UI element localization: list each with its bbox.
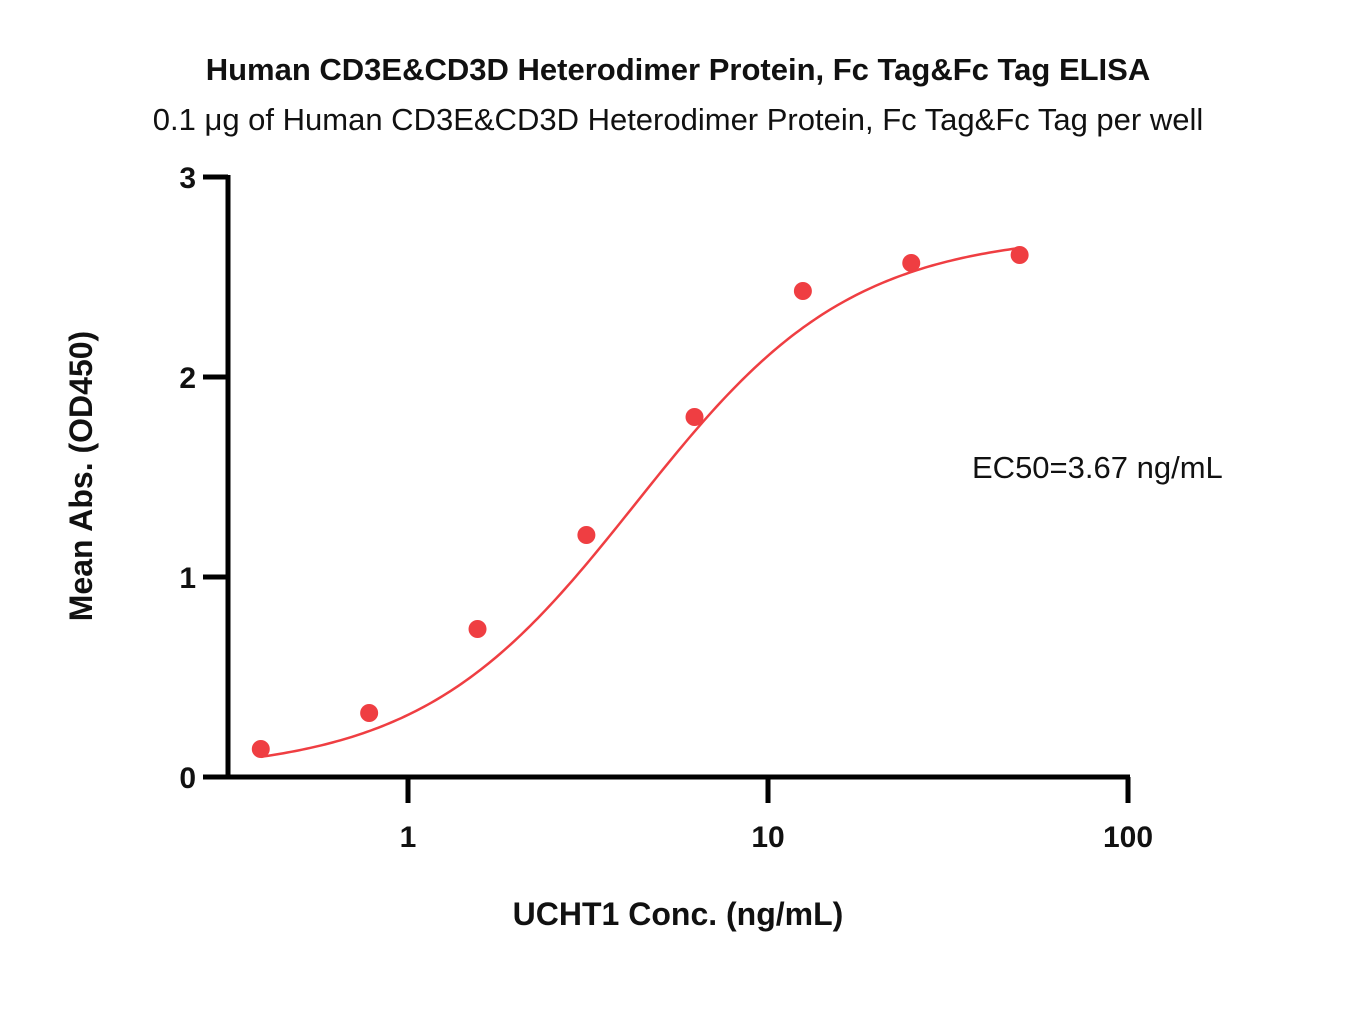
chart-title: Human CD3E&CD3D Heterodimer Protein, Fc … [206, 52, 1151, 87]
ec50-annotation: EC50=3.67 ng/mL [972, 450, 1223, 485]
x-axis-label: UCHT1 Conc. (ng/mL) [513, 896, 844, 932]
data-points [251, 246, 1029, 758]
y-tick-label: 1 [179, 562, 196, 595]
y-tick-label: 2 [179, 362, 196, 395]
data-point [793, 282, 812, 300]
axes [205, 175, 1130, 780]
y-tick-label: 0 [179, 762, 196, 795]
x-tick-label: 10 [751, 821, 784, 854]
fit-curve [260, 246, 1020, 759]
data-point [468, 620, 487, 638]
chart-subtitle: 0.1 μg of Human CD3E&CD3D Heterodimer Pr… [153, 102, 1204, 137]
x-tick-label: 1 [400, 821, 417, 854]
y-axis-label: Mean Abs. (OD450) [63, 331, 99, 621]
ticks: 0 1 2 3 1 10 100 [179, 162, 1153, 854]
data-point [360, 704, 379, 722]
data-point [685, 408, 704, 426]
y-tick-label: 3 [179, 162, 196, 195]
data-point [1010, 246, 1029, 264]
x-tick-label: 100 [1103, 821, 1153, 854]
data-point [902, 254, 921, 272]
data-point [251, 740, 270, 758]
data-point [577, 526, 596, 544]
